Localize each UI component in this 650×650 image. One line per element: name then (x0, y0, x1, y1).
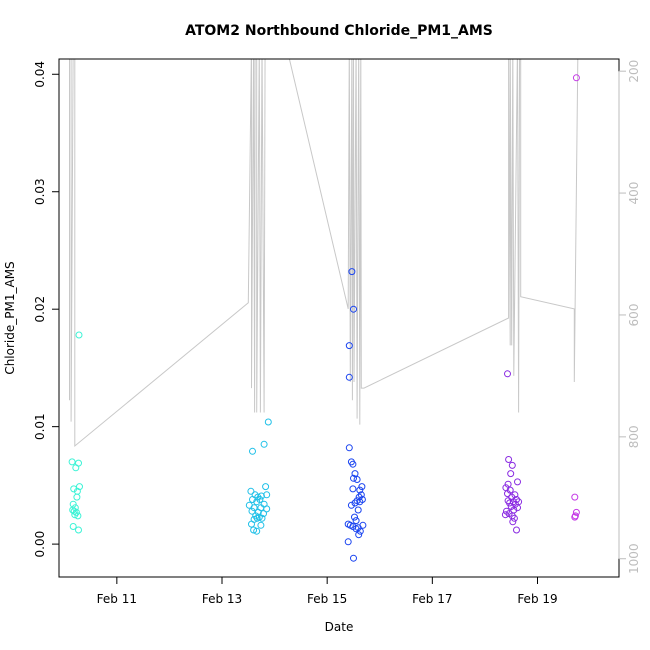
data-point (357, 491, 365, 499)
right-tick-label: 600 (627, 304, 641, 327)
data-point (75, 526, 82, 534)
secondary-series-line (69, 59, 579, 448)
x-tick-label: Feb 13 (202, 592, 242, 606)
data-point (351, 499, 359, 507)
x-tick-label: Feb 15 (307, 592, 347, 606)
data-point (263, 505, 271, 513)
data-point (350, 305, 357, 313)
data-point (263, 491, 271, 499)
data-point (253, 514, 261, 522)
y-tick-label: 0.00 (33, 531, 47, 558)
y-tick-label: 0.03 (33, 178, 47, 205)
data-point (501, 511, 509, 519)
data-point (359, 521, 367, 529)
scatter-points-layer (68, 74, 580, 562)
data-point (356, 527, 364, 535)
secondary-line-layer (69, 59, 579, 448)
data-point (250, 504, 258, 512)
data-point (349, 485, 357, 493)
data-point (250, 526, 258, 534)
data-point (247, 487, 255, 495)
data-point (70, 485, 78, 493)
data-point (507, 470, 515, 478)
data-point (356, 498, 364, 506)
y-tick-label: 0.02 (33, 296, 47, 323)
data-point (356, 486, 364, 494)
data-point (508, 461, 516, 469)
data-point (509, 518, 517, 526)
data-point (513, 526, 520, 534)
y-tick-label: 0.01 (33, 413, 47, 440)
data-point (248, 507, 256, 515)
data-point (257, 492, 265, 500)
y-axis: 0.00 0.01 0.02 0.03 0.04 (33, 61, 59, 558)
right-tick-label: 200 (627, 60, 641, 83)
y-axis-label: Chloride_PM1_AMS (3, 261, 17, 374)
x-tick-label: Feb 11 (97, 592, 137, 606)
right-tick-label: 400 (627, 182, 641, 205)
data-point (510, 514, 518, 522)
data-point (351, 513, 358, 521)
data-point (505, 456, 513, 463)
y-tick-label: 0.04 (33, 61, 47, 88)
data-point (248, 520, 255, 528)
data-point (253, 527, 261, 535)
data-point (68, 458, 76, 466)
x-tick-label: Feb 19 (517, 592, 557, 606)
data-point (345, 444, 353, 452)
data-point (354, 506, 362, 514)
right-axis: 200 400 600 800 1000 (618, 60, 641, 574)
data-point (348, 268, 356, 276)
right-tick-label: 800 (627, 425, 641, 448)
data-point (260, 510, 267, 518)
data-point (514, 504, 521, 512)
right-tick-label: 1000 (627, 543, 641, 574)
data-point (504, 490, 511, 498)
data-point (258, 514, 266, 522)
data-point (351, 470, 359, 478)
chart-title: ATOM2 Northbound Chloride_PM1_AMS (185, 23, 493, 39)
x-tick-label: Feb 17 (412, 592, 452, 606)
data-point (264, 418, 272, 426)
plot-frame (58, 58, 620, 578)
data-point (262, 483, 270, 491)
data-point (69, 523, 77, 530)
data-point (353, 476, 361, 483)
data-point (249, 496, 256, 503)
data-point (504, 370, 511, 378)
data-point (345, 373, 353, 381)
data-point (358, 483, 366, 491)
data-point (571, 493, 579, 501)
data-point (347, 501, 355, 509)
data-point (73, 493, 81, 501)
data-point (74, 512, 82, 520)
data-point (350, 474, 357, 482)
data-point (504, 480, 512, 488)
data-point (349, 460, 357, 468)
data-point (572, 508, 580, 516)
data-point (352, 517, 360, 525)
data-point (514, 478, 521, 486)
data-point (355, 531, 363, 539)
data-point (249, 447, 256, 455)
data-point (350, 554, 357, 562)
data-point (72, 464, 80, 472)
data-point (71, 511, 79, 519)
data-point (75, 331, 83, 339)
data-point (253, 498, 261, 506)
data-point (257, 521, 265, 529)
data-point (344, 538, 352, 546)
x-axis: Feb 11 Feb 13 Feb 15 Feb 17 Feb 19 (97, 577, 558, 606)
x-axis-label: Date (325, 620, 354, 634)
data-point (345, 342, 353, 350)
data-point (260, 440, 268, 448)
data-point (572, 74, 580, 82)
data-point (571, 513, 579, 521)
